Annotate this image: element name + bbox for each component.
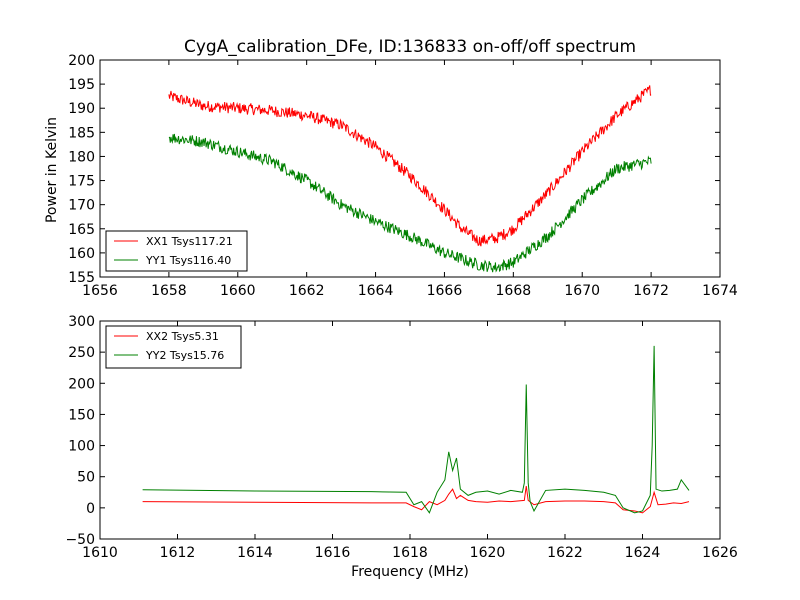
x-tick-label: 1612 (160, 545, 196, 561)
x-tick-label: 1674 (702, 283, 738, 299)
legend-label-2: YY1 Tsys116.40 (145, 254, 231, 267)
legend-label-1: XX2 Tsys5.31 (146, 330, 219, 343)
y-tick-label: 185 (68, 125, 95, 141)
y-tick-label: 190 (68, 101, 95, 117)
x-tick-label: 1666 (427, 283, 463, 299)
y-axis-label: Power in Kelvin (44, 117, 60, 223)
x-tick-label: 1610 (82, 545, 118, 561)
x-tick-label: 1622 (547, 545, 583, 561)
legend-label-1: XX1 Tsys117.21 (146, 235, 233, 248)
y-tick-label: 160 (68, 246, 95, 262)
x-tick-label: 1672 (633, 283, 669, 299)
legend: XX1 Tsys117.21 YY1 Tsys116.40 (105, 230, 248, 272)
x-tick-label: 1664 (358, 283, 394, 299)
legend-label-2: YY2 Tsys15.76 (145, 349, 224, 362)
y-tick-label: 200 (68, 376, 95, 392)
x-tick-label: 1616 (315, 545, 351, 561)
y-tick-label: −50 (65, 532, 95, 548)
bottom-panel: 1610 1612 1614 1616 1618 1620 1622 1624 1626 −50 0… (65, 314, 737, 561)
y-tick-label: 155 (68, 270, 95, 286)
x-tick-label: 1668 (496, 283, 532, 299)
x-tick-label: 1660 (220, 283, 256, 299)
series-group (142, 345, 690, 514)
y-tick-label: 0 (86, 501, 95, 517)
y-tick-label: 170 (68, 198, 95, 214)
x-tick-label: 1618 (392, 545, 428, 561)
x-axis-label: Frequency (MHz) (351, 564, 469, 580)
series-line-2 (142, 345, 690, 514)
x-tick-label: 1656 (82, 283, 118, 299)
y-tick-label: 195 (68, 77, 95, 93)
y-tick-label: 200 (68, 53, 95, 69)
x-tick-label: 1620 (470, 545, 506, 561)
y-tick-label: 50 (77, 470, 95, 486)
y-tick-label: 175 (68, 174, 95, 190)
chart-title: CygA_calibration_DFe, ID:136833 on-off/o… (184, 37, 636, 57)
series-line-1 (168, 85, 652, 247)
y-tick-label: 250 (68, 345, 95, 361)
y-tick-label: 150 (68, 407, 95, 423)
x-tick-label: 1626 (702, 545, 738, 561)
series-line-2 (168, 133, 652, 273)
top-panel: 1656 1658 1660 1662 1664 1666 1668 1670 1672 1674… (68, 53, 738, 299)
y-tick-label: 300 (68, 314, 95, 330)
x-tick-label: 1658 (151, 283, 187, 299)
plot-frame (99, 59, 721, 278)
y-tick-label: 100 (68, 439, 95, 455)
y-tick-label: 180 (68, 149, 95, 165)
x-tick-label: 1670 (564, 283, 600, 299)
legend-box (105, 230, 248, 272)
x-tick-label: 1614 (237, 545, 273, 561)
y-tick-label: 165 (68, 222, 95, 238)
series-group (168, 85, 652, 273)
x-tick-label: 1662 (289, 283, 325, 299)
series-line-1 (142, 485, 690, 514)
x-tick-label: 1624 (625, 545, 661, 561)
legend: XX2 Tsys5.31 YY2 Tsys15.76 (105, 325, 242, 369)
legend-box (105, 325, 242, 369)
